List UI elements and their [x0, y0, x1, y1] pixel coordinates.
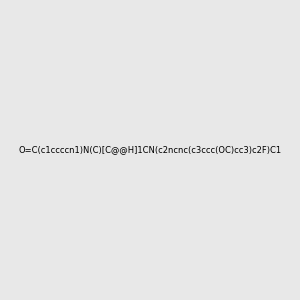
Text: O=C(c1ccccn1)N(C)[C@@H]1CN(c2ncnc(c3ccc(OC)cc3)c2F)C1: O=C(c1ccccn1)N(C)[C@@H]1CN(c2ncnc(c3ccc(… — [18, 146, 282, 154]
